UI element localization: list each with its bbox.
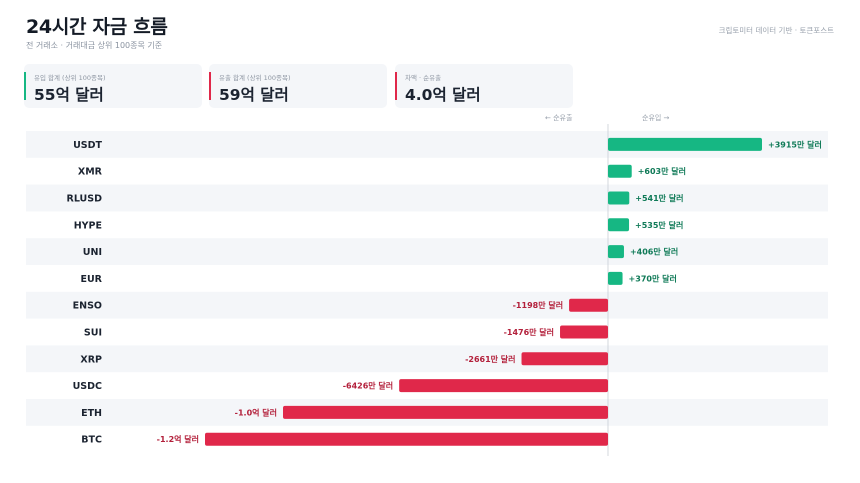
net-accent-bar [395, 72, 397, 100]
value-label: +541만 달러 [635, 193, 683, 203]
category-label: HYPE [74, 220, 102, 231]
category-label: XMR [78, 167, 103, 178]
category-label: EUR [80, 274, 102, 285]
category-label: BTC [81, 435, 102, 446]
flow-bar [608, 191, 630, 205]
category-label: ENSO [73, 301, 102, 312]
value-label: +3915만 달러 [768, 139, 822, 149]
value-label: -6426만 달러 [343, 381, 393, 391]
flow-bar [205, 432, 608, 446]
category-label: RLUSD [67, 194, 103, 205]
net-flow-card: 차액 · 순유출 4.0억 달러 [395, 64, 573, 108]
flow-bar [521, 352, 608, 366]
inflow-direction-label: 순유입 → [642, 114, 670, 122]
row-band [26, 238, 828, 265]
inflow-total-card: 유입 합계 (상위 100종목) 55억 달러 [24, 64, 202, 108]
flow-bar [608, 218, 630, 232]
category-label: ETH [81, 408, 102, 419]
inflow-accent-bar [24, 72, 26, 100]
flow-bar [608, 164, 632, 178]
category-label: USDC [73, 381, 102, 392]
source-note: 크립토미터 데이터 기반 · 토큰포스트 [718, 26, 834, 35]
category-label: UNI [83, 247, 102, 258]
row-band [26, 184, 828, 212]
value-label: +535만 달러 [635, 220, 683, 230]
row-band [26, 345, 828, 373]
value-label: -1476만 달러 [504, 327, 554, 337]
category-label: SUI [84, 328, 102, 339]
value-label: -1.2억 달러 [157, 434, 199, 444]
flow-bar [608, 271, 623, 285]
value-label: -2661만 달러 [465, 354, 515, 364]
value-label: +603만 달러 [638, 166, 686, 176]
value-label: +370만 달러 [629, 273, 677, 283]
category-label: XRP [80, 354, 102, 365]
flow-bar [569, 298, 608, 312]
outflow-total-card: 유출 합계 (상위 100종목) 59억 달러 [209, 64, 387, 108]
page-title: 24시간 자금 흐름 [26, 16, 168, 38]
flow-bar [283, 405, 608, 419]
flow-bar [608, 245, 624, 259]
outflow-total-label: 유출 합계 (상위 100종목) [219, 74, 291, 82]
category-label: USDT [73, 140, 102, 151]
value-label: +406만 달러 [630, 247, 678, 257]
page-subtitle: 전 거래소 · 거래대금 상위 100종목 기준 [26, 41, 163, 50]
flow-bar [399, 379, 608, 393]
value-label: -1198만 달러 [513, 300, 563, 310]
inflow-total-label: 유입 합계 (상위 100종목) [34, 74, 106, 82]
value-label: -1.0억 달러 [235, 407, 277, 417]
flow-bar [608, 137, 762, 151]
outflow-accent-bar [209, 72, 211, 100]
net-flow-label: 차액 · 순유출 [405, 74, 442, 82]
outflow-total-value: 59억 달러 [219, 86, 289, 104]
flow-bar [560, 325, 608, 339]
outflow-direction-label: ← 순유출 [545, 114, 573, 122]
net-flow-value: 4.0억 달러 [405, 86, 481, 104]
row-band [26, 291, 828, 319]
inflow-total-value: 55억 달러 [34, 86, 104, 104]
